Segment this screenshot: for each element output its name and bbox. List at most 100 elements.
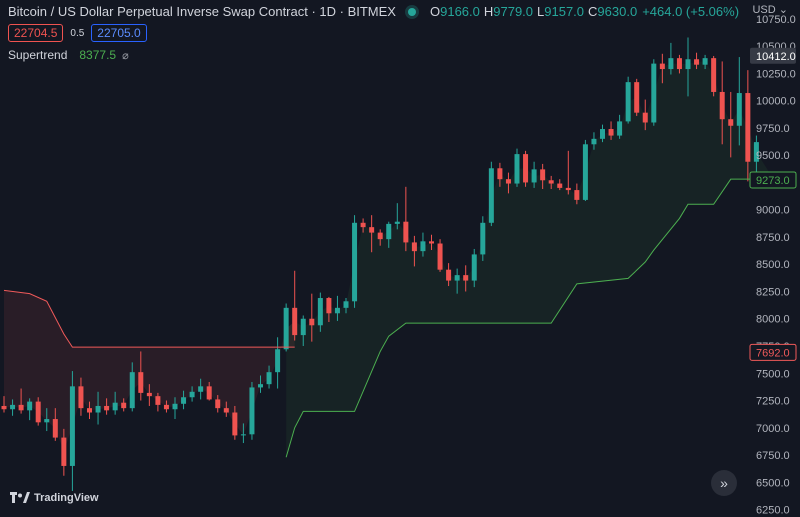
candle — [249, 381, 255, 440]
candle — [736, 57, 742, 146]
candle — [27, 398, 33, 421]
candle-body — [283, 307, 289, 350]
candle — [292, 270, 298, 341]
candle-body — [634, 82, 640, 113]
candle-body — [600, 129, 605, 139]
candle — [454, 268, 460, 294]
candle-body — [753, 142, 759, 162]
candle-body — [651, 63, 657, 123]
candle-body — [232, 412, 238, 436]
ohlc-open: 9166.0 — [440, 4, 480, 19]
candle — [69, 371, 75, 492]
indicator-name[interactable]: Supertrend — [8, 48, 68, 62]
candle — [488, 161, 494, 227]
candle — [608, 121, 614, 140]
candle-body — [514, 154, 520, 184]
candle-body — [35, 401, 41, 423]
candle — [471, 248, 477, 288]
candle-body — [146, 392, 152, 397]
candle — [223, 401, 229, 417]
scroll-to-realtime-button[interactable]: » — [711, 470, 737, 496]
tradingview-logo[interactable]: TradingView — [10, 492, 99, 504]
candle — [685, 37, 691, 97]
buy-button[interactable]: 22705.0 — [91, 24, 147, 42]
candle-body — [189, 391, 195, 398]
currency-selector[interactable]: USD ⌄ — [752, 3, 788, 16]
candle-body — [659, 63, 665, 70]
candle — [181, 390, 187, 410]
y-tick-label: 6500.0 — [756, 477, 790, 489]
y-tick-label: 9000.0 — [756, 205, 790, 217]
candle — [523, 150, 529, 187]
legend-header: Bitcoin / US Dollar Perpetual Inverse Sw… — [8, 4, 739, 19]
ohlc-close: 9630.0 — [597, 4, 638, 19]
candle-body — [728, 119, 734, 126]
candle — [463, 265, 469, 292]
y-tick-label: 6750.0 — [756, 450, 790, 462]
candle — [702, 54, 708, 70]
candle — [232, 405, 238, 440]
candle — [172, 397, 178, 420]
candle — [386, 221, 392, 248]
candle-body — [121, 402, 127, 409]
candle-body — [275, 349, 281, 373]
price-label-last: 10412.0 — [750, 47, 796, 64]
candles — [1, 37, 759, 492]
candle-body — [360, 222, 366, 228]
candle — [531, 161, 537, 188]
candle — [61, 428, 67, 476]
candle-body — [711, 58, 717, 92]
candle-body — [78, 386, 84, 409]
y-tick-label: 8000.0 — [756, 314, 790, 326]
y-tick-label: 8750.0 — [756, 232, 790, 244]
candle-body — [548, 180, 554, 184]
candle — [189, 386, 195, 402]
candle-body — [642, 112, 648, 123]
candle — [326, 296, 332, 323]
candle — [497, 162, 503, 187]
candle — [240, 423, 246, 444]
candle-body — [292, 307, 298, 336]
candle — [258, 375, 263, 393]
price-label-box — [749, 171, 797, 189]
candle — [121, 398, 127, 412]
candle-body — [420, 241, 426, 252]
candle — [44, 408, 50, 432]
candle — [514, 148, 520, 187]
indicator-legend[interactable]: Supertrend 8377.5 ⌀ — [8, 48, 129, 62]
candle-body — [574, 190, 580, 200]
candle-body — [454, 275, 460, 281]
candle-body — [326, 298, 332, 314]
ohlc-high-label: H — [483, 4, 494, 19]
candle — [206, 381, 212, 401]
candle-body — [27, 401, 33, 411]
sell-button[interactable]: 22704.5 — [8, 24, 64, 42]
candle — [540, 163, 546, 189]
candle-body — [300, 318, 306, 336]
candle — [369, 215, 375, 253]
hidden-eye-icon[interactable]: ⌀ — [122, 49, 129, 62]
candle-body — [719, 91, 725, 120]
price-axis[interactable]: 10750.010500.010250.010000.09750.09500.0… — [749, 14, 797, 517]
supertrend-down-fill — [4, 290, 295, 452]
candle-body — [104, 405, 110, 411]
symbol-title[interactable]: Bitcoin / US Dollar Perpetual Inverse Sw… — [8, 4, 396, 19]
y-tick-label: 9500.0 — [756, 150, 790, 162]
y-tick-label: 10250.0 — [756, 68, 796, 80]
candle — [78, 377, 84, 416]
candle-body — [411, 242, 417, 252]
candle-body — [163, 404, 169, 410]
candle-body — [309, 318, 315, 326]
candle — [87, 401, 92, 420]
candle-body — [471, 254, 477, 281]
supertrend-lines — [3, 178, 774, 458]
price-label-down: 7692.0 — [749, 343, 797, 361]
candle — [343, 298, 349, 314]
order-buttons: 22704.5 0.5 22705.0 — [8, 24, 147, 42]
candle-body — [702, 58, 708, 65]
candle — [753, 135, 759, 174]
candle — [728, 91, 734, 158]
candle-body — [403, 221, 409, 243]
candle — [651, 59, 657, 126]
